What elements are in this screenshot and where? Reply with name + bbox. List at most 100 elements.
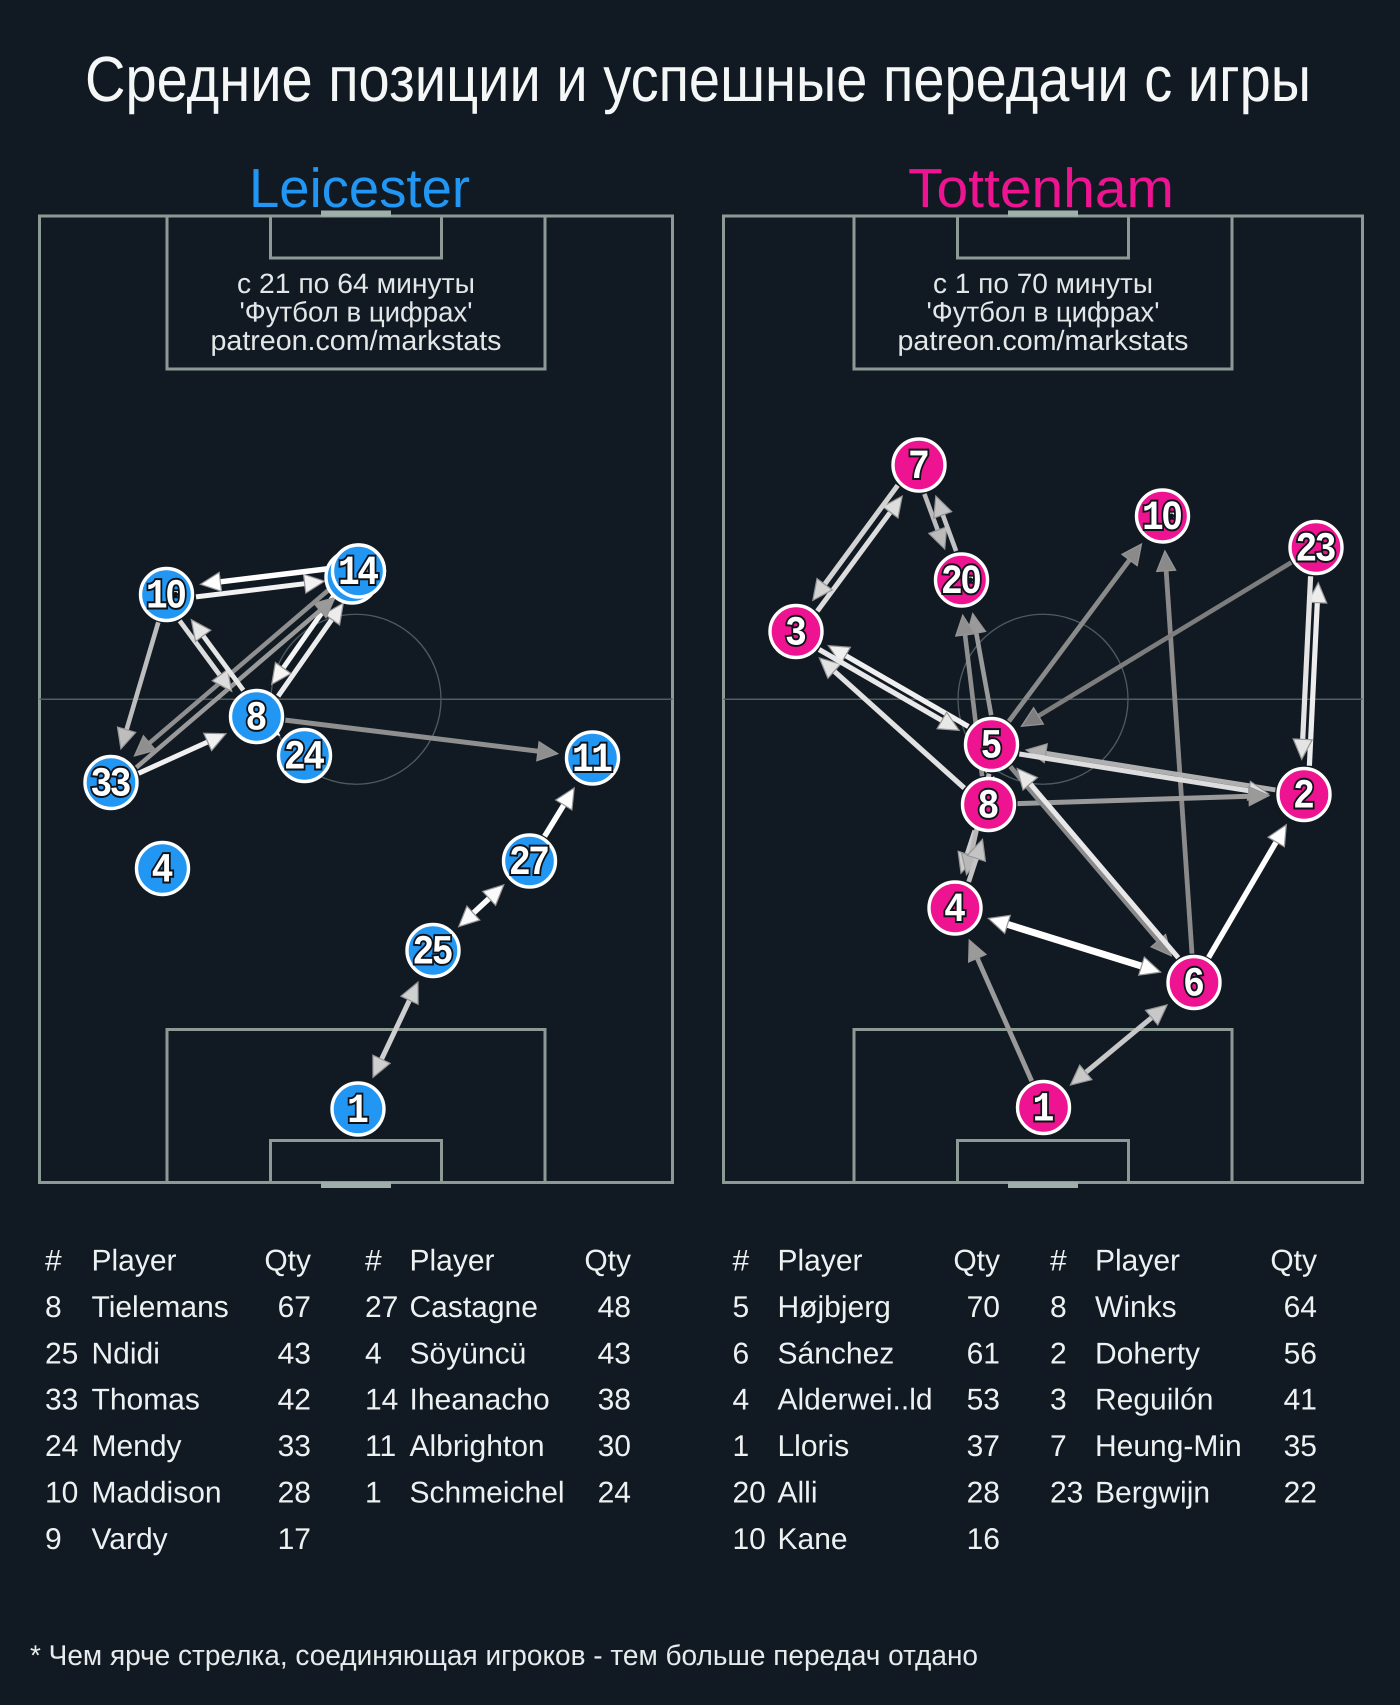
svg-text:1: 1	[365, 1477, 382, 1510]
svg-text:43: 43	[278, 1337, 311, 1370]
svg-text:1: 1	[347, 1088, 368, 1135]
svg-text:с 1 по 70 минуты: с 1 по 70 минуты	[933, 268, 1153, 299]
svg-text:10: 10	[1142, 495, 1182, 542]
svg-text:43: 43	[598, 1337, 631, 1370]
svg-text:4: 4	[944, 887, 965, 934]
svg-text:#: #	[733, 1245, 750, 1278]
svg-text:Player: Player	[92, 1245, 177, 1278]
svg-text:17: 17	[278, 1523, 311, 1556]
svg-text:Player: Player	[1095, 1245, 1180, 1278]
svg-text:8: 8	[45, 1291, 62, 1324]
svg-text:Tielemans: Tielemans	[92, 1291, 229, 1324]
svg-text:24: 24	[284, 734, 324, 781]
svg-text:6: 6	[733, 1337, 750, 1370]
svg-text:#: #	[365, 1245, 382, 1278]
svg-text:Thomas: Thomas	[92, 1384, 200, 1417]
svg-text:35: 35	[1284, 1430, 1317, 1463]
svg-text:4: 4	[733, 1384, 750, 1417]
svg-text:Mendy: Mendy	[92, 1430, 182, 1463]
svg-text:3: 3	[785, 610, 805, 657]
svg-text:67: 67	[278, 1291, 311, 1324]
svg-text:16: 16	[967, 1523, 1000, 1556]
svg-text:Lloris: Lloris	[778, 1430, 850, 1463]
svg-text:Castagne: Castagne	[410, 1291, 538, 1324]
svg-text:25: 25	[45, 1337, 78, 1370]
svg-text:23: 23	[1295, 526, 1335, 573]
svg-text:33: 33	[45, 1384, 78, 1417]
svg-text:30: 30	[598, 1430, 631, 1463]
svg-text:70: 70	[967, 1291, 1000, 1324]
svg-text:Qty: Qty	[953, 1245, 1000, 1278]
svg-text:4: 4	[152, 847, 173, 894]
svg-text:Maddison: Maddison	[92, 1477, 222, 1510]
svg-text:Leicester: Leicester	[249, 157, 470, 219]
svg-text:27: 27	[509, 840, 549, 887]
svg-text:3: 3	[1050, 1384, 1067, 1417]
svg-text:patreon.com/markstats: patreon.com/markstats	[211, 325, 502, 356]
svg-text:Albrighton: Albrighton	[410, 1430, 545, 1463]
svg-text:2: 2	[1293, 773, 1313, 820]
svg-text:* Чем ярче стрелка, соединяюща: * Чем ярче стрелка, соединяющая игроков …	[30, 1640, 978, 1672]
svg-text:10: 10	[45, 1477, 78, 1510]
svg-text:4: 4	[365, 1337, 382, 1370]
svg-text:Doherty: Doherty	[1095, 1337, 1200, 1370]
svg-text:20: 20	[941, 559, 981, 606]
svg-text:1: 1	[733, 1430, 750, 1463]
svg-text:Vardy: Vardy	[92, 1523, 168, 1556]
svg-text:10: 10	[733, 1523, 766, 1556]
svg-text:Højbjerg: Højbjerg	[778, 1291, 891, 1324]
svg-text:Qty: Qty	[584, 1245, 631, 1278]
svg-text:22: 22	[1284, 1477, 1317, 1510]
svg-text:#: #	[45, 1245, 62, 1278]
svg-text:Sánchez: Sánchez	[778, 1337, 895, 1370]
svg-text:64: 64	[1284, 1291, 1317, 1324]
svg-text:8: 8	[1050, 1291, 1067, 1324]
svg-text:Alderwei..ld: Alderwei..ld	[778, 1384, 933, 1417]
svg-text:24: 24	[45, 1430, 78, 1463]
svg-text:Средние позиции и успешные пер: Средние позиции и успешные передачи с иг…	[85, 43, 1311, 115]
svg-text:'Футбол в цифрах': 'Футбол в цифрах'	[927, 297, 1160, 328]
svg-text:1: 1	[1033, 1086, 1054, 1133]
svg-text:53: 53	[967, 1384, 1000, 1417]
svg-text:Player: Player	[410, 1245, 495, 1278]
svg-text:20: 20	[733, 1477, 766, 1510]
svg-text:Alli: Alli	[778, 1477, 818, 1510]
svg-text:5: 5	[981, 723, 1001, 770]
svg-text:Schmeichel: Schmeichel	[410, 1477, 565, 1510]
svg-text:28: 28	[278, 1477, 311, 1510]
svg-text:8: 8	[978, 783, 998, 830]
svg-text:27: 27	[365, 1291, 398, 1324]
svg-text:9: 9	[45, 1523, 62, 1556]
svg-text:Tottenham: Tottenham	[908, 157, 1174, 219]
svg-text:24: 24	[598, 1477, 631, 1510]
svg-text:7: 7	[908, 444, 928, 491]
svg-text:Söyüncü: Söyüncü	[410, 1337, 527, 1370]
svg-text:28: 28	[967, 1477, 1000, 1510]
svg-text:с 21 по 64 минуты: с 21 по 64 минуты	[237, 268, 475, 299]
svg-text:8: 8	[246, 695, 266, 742]
svg-text:11: 11	[572, 737, 612, 784]
svg-text:Player: Player	[778, 1245, 863, 1278]
svg-text:23: 23	[1050, 1477, 1083, 1510]
svg-text:48: 48	[598, 1291, 631, 1324]
svg-text:'Футбол в цифрах': 'Футбол в цифрах'	[240, 297, 473, 328]
svg-text:10: 10	[146, 573, 186, 620]
svg-text:33: 33	[90, 761, 130, 808]
svg-text:patreon.com/markstats: patreon.com/markstats	[898, 325, 1189, 356]
svg-text:41: 41	[1284, 1384, 1317, 1417]
svg-text:2: 2	[1050, 1337, 1067, 1370]
svg-text:Qty: Qty	[1270, 1245, 1317, 1278]
svg-text:Bergwijn: Bergwijn	[1095, 1477, 1210, 1510]
svg-text:Winks: Winks	[1095, 1291, 1177, 1324]
svg-text:5: 5	[733, 1291, 750, 1324]
svg-text:#: #	[1050, 1245, 1067, 1278]
svg-text:Reguilón: Reguilón	[1095, 1384, 1213, 1417]
svg-text:61: 61	[967, 1337, 1000, 1370]
svg-text:33: 33	[278, 1430, 311, 1463]
svg-text:25: 25	[412, 929, 452, 976]
svg-text:Iheanacho: Iheanacho	[410, 1384, 550, 1417]
svg-text:6: 6	[1183, 961, 1203, 1008]
svg-text:Qty: Qty	[264, 1245, 311, 1278]
svg-text:Ndidi: Ndidi	[92, 1337, 160, 1370]
svg-text:42: 42	[278, 1384, 311, 1417]
